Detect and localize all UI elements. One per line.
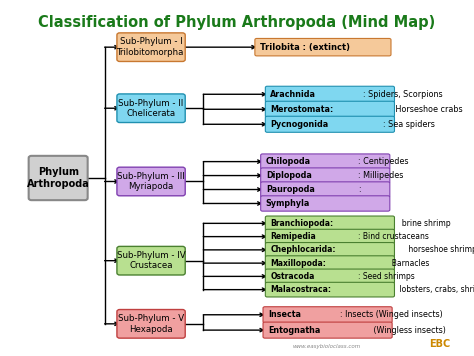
Text: : Sea spiders: : Sea spiders [383, 120, 435, 129]
Text: Sub-Phylum - V
Hexapoda: Sub-Phylum - V Hexapoda [118, 314, 184, 334]
FancyBboxPatch shape [117, 167, 185, 196]
Text: Horseshoe crabs: Horseshoe crabs [393, 105, 463, 114]
FancyBboxPatch shape [261, 154, 390, 169]
FancyBboxPatch shape [265, 101, 394, 117]
Text: Pauropoda: Pauropoda [266, 185, 315, 194]
FancyBboxPatch shape [117, 94, 185, 122]
FancyBboxPatch shape [265, 116, 394, 132]
FancyBboxPatch shape [265, 242, 394, 257]
Text: : Centipedes: : Centipedes [358, 157, 409, 166]
Text: brine shrimp: brine shrimp [397, 219, 450, 228]
FancyBboxPatch shape [28, 156, 88, 200]
Text: Chilopoda: Chilopoda [266, 157, 311, 166]
Text: Diplopoda: Diplopoda [266, 171, 312, 180]
Text: Barnacles: Barnacles [387, 258, 429, 268]
FancyBboxPatch shape [261, 196, 390, 211]
Text: Ostracoda: Ostracoda [271, 272, 315, 281]
Text: lobsters, crabs, shrimp: lobsters, crabs, shrimp [397, 285, 474, 294]
FancyBboxPatch shape [263, 307, 392, 323]
Text: Symphyla: Symphyla [266, 199, 310, 208]
Text: : Millipedes: : Millipedes [358, 171, 403, 180]
Text: : Spiders, Scorpions: : Spiders, Scorpions [363, 90, 442, 99]
FancyBboxPatch shape [265, 216, 394, 231]
Text: Classification of Phylum Arthropoda (Mind Map): Classification of Phylum Arthropoda (Min… [38, 15, 436, 30]
Text: : Bind crustaceans: : Bind crustaceans [358, 232, 428, 241]
FancyBboxPatch shape [117, 246, 185, 275]
Text: Entognatha: Entognatha [268, 326, 320, 335]
FancyBboxPatch shape [265, 269, 394, 284]
Text: : Insects (Winged insects): : Insects (Winged insects) [340, 310, 443, 319]
Text: Maxillopoda:: Maxillopoda: [271, 258, 326, 268]
FancyBboxPatch shape [117, 309, 185, 338]
Text: (Wingless insects): (Wingless insects) [371, 326, 446, 335]
Text: www.easybioloclass.com: www.easybioloclass.com [293, 344, 361, 349]
Text: Remipedia: Remipedia [271, 232, 316, 241]
FancyBboxPatch shape [261, 182, 390, 197]
Text: Arachnida: Arachnida [271, 90, 317, 99]
Text: horseshoe shrimp: horseshoe shrimp [406, 245, 474, 255]
Text: Sub-Phylum - II
Chelicerata: Sub-Phylum - II Chelicerata [118, 99, 184, 118]
Text: Sub-Phylum - IV
Crustacea: Sub-Phylum - IV Crustacea [117, 251, 185, 271]
Text: Sub-Phylum - III
Myriapoda: Sub-Phylum - III Myriapoda [117, 172, 185, 191]
Text: Insecta: Insecta [268, 310, 301, 319]
Text: Trilobita : (extinct): Trilobita : (extinct) [260, 43, 350, 52]
Text: Chephlocarida:: Chephlocarida: [271, 245, 336, 255]
Text: Sub-Phylum - I
Trilobitomorpha: Sub-Phylum - I Trilobitomorpha [118, 37, 185, 57]
Text: Merostomata:: Merostomata: [271, 105, 334, 114]
FancyBboxPatch shape [117, 33, 185, 62]
Text: Branchiopoda:: Branchiopoda: [271, 219, 334, 228]
Text: : Seed shrimps: : Seed shrimps [358, 272, 415, 281]
Text: Phylum
Arthropoda: Phylum Arthropoda [27, 167, 90, 189]
Text: Malacostraca:: Malacostraca: [271, 285, 331, 294]
FancyBboxPatch shape [265, 282, 394, 297]
FancyBboxPatch shape [265, 256, 394, 271]
FancyBboxPatch shape [263, 322, 392, 338]
FancyBboxPatch shape [265, 86, 394, 102]
FancyBboxPatch shape [255, 38, 391, 56]
Text: Pycnogonida: Pycnogonida [271, 120, 328, 129]
FancyBboxPatch shape [265, 229, 394, 244]
Text: :: : [358, 185, 361, 194]
Text: EBC: EBC [429, 339, 451, 349]
FancyBboxPatch shape [261, 168, 390, 183]
